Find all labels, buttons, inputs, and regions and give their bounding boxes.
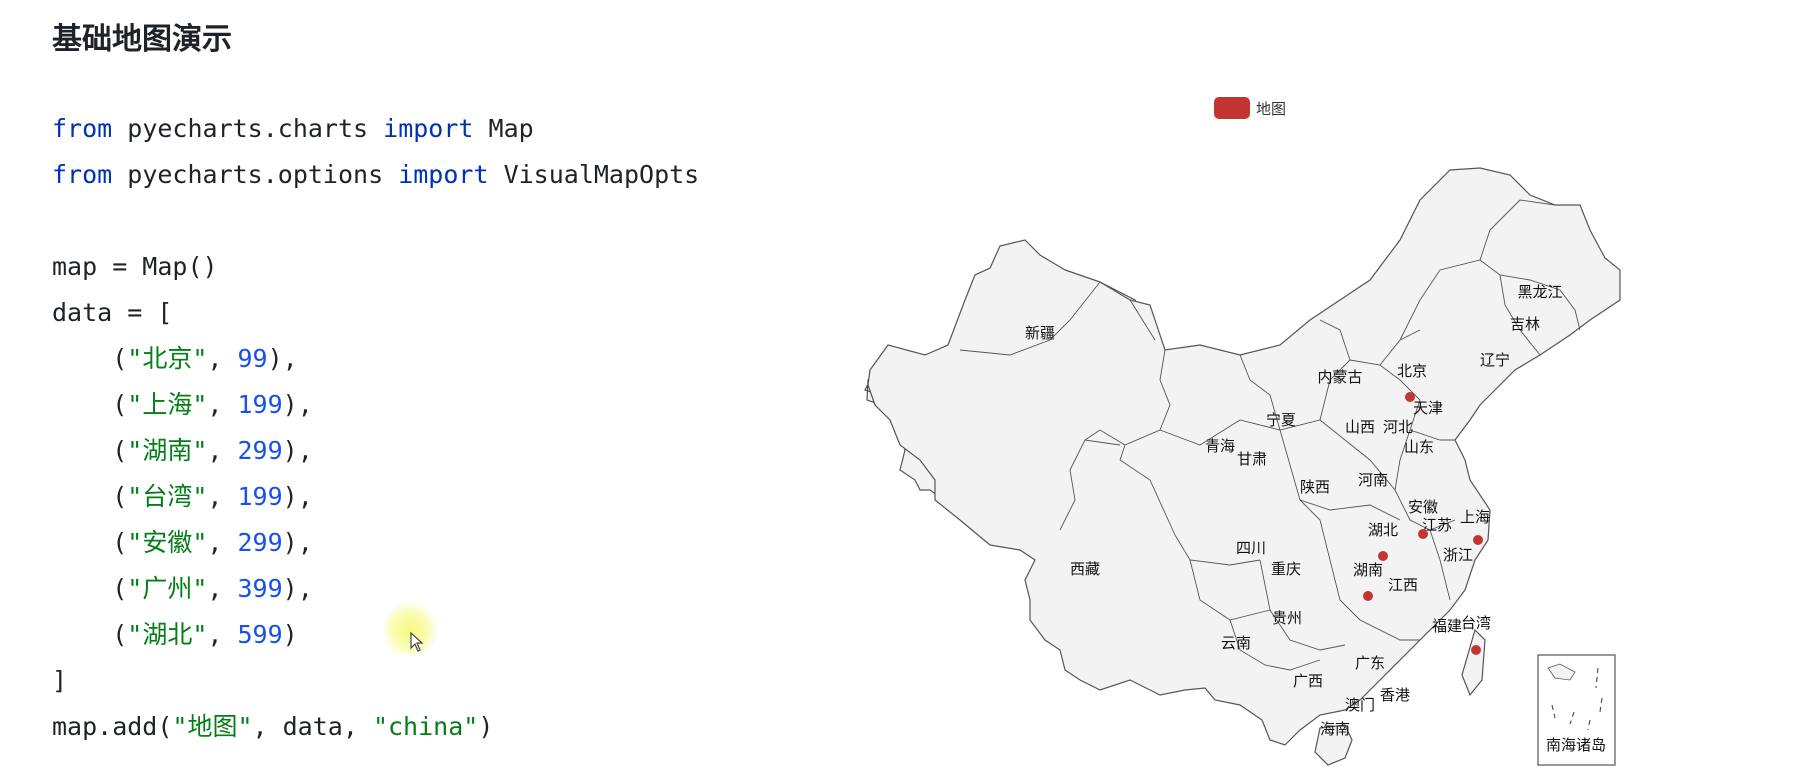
data-point[interactable]: [1405, 392, 1415, 402]
province-label: 天津: [1413, 399, 1443, 417]
province-label: 安徽: [1408, 498, 1438, 516]
province-label: 南海诸岛: [1546, 736, 1606, 754]
region-taiwan: [1461, 628, 1486, 697]
province-label: 湖南: [1353, 561, 1383, 579]
chart-legend[interactable]: 地图: [1214, 97, 1286, 119]
province-label: 台湾: [1461, 614, 1491, 632]
code-line-data-item: ("广州", 399),: [52, 574, 313, 603]
data-point[interactable]: [1473, 535, 1483, 545]
code-line-data-item: ("北京", 99),: [52, 344, 298, 373]
province-label: 香港: [1380, 686, 1410, 704]
code-line-data-item: ("湖南", 299),: [52, 436, 313, 465]
region-hainan: [1314, 724, 1353, 766]
province-label: 山西: [1345, 418, 1375, 436]
code-line-map-init: map = Map(): [52, 252, 218, 281]
code-line-data-open: data = [: [52, 298, 173, 327]
code-line-import-opts: from pyecharts.options import VisualMapO…: [52, 160, 700, 189]
region-main: [867, 167, 1621, 746]
province-label: 青海: [1205, 437, 1235, 455]
province-label: 山东: [1404, 438, 1434, 456]
code-line-data-item: ("上海", 199),: [52, 390, 313, 419]
province-label: 北京: [1397, 362, 1427, 380]
legend-label: 地图: [1256, 99, 1287, 118]
page-title: 基础地图演示: [52, 22, 232, 57]
mouse-pointer-icon: [410, 632, 424, 652]
data-point[interactable]: [1418, 529, 1428, 539]
legend-swatch: [1214, 97, 1250, 119]
province-label: 宁夏: [1266, 411, 1296, 429]
province-label: 湖北: [1368, 521, 1398, 539]
province-label: 澳门: [1345, 696, 1375, 714]
code-line-data-item: ("湖北", 599): [52, 620, 298, 649]
province-label: 贵州: [1272, 609, 1302, 627]
code-block[interactable]: from pyecharts.charts import Map from py…: [52, 106, 699, 750]
province-label: 江西: [1388, 576, 1418, 594]
province-label: 浙江: [1443, 546, 1473, 564]
province-label: 四川: [1236, 539, 1266, 557]
data-point[interactable]: [1363, 591, 1373, 601]
province-label: 广西: [1293, 672, 1323, 690]
province-label: 云南: [1221, 634, 1251, 652]
mouse-cursor-highlight: [382, 602, 438, 658]
province-label: 陕西: [1300, 478, 1330, 496]
province-label: 广东: [1355, 654, 1385, 672]
code-line-data-item: ("台湾", 199),: [52, 482, 313, 511]
province-label: 西藏: [1070, 560, 1100, 578]
province-label: 河南: [1358, 471, 1388, 489]
code-line-data-close: ]: [52, 666, 68, 695]
province-label: 重庆: [1271, 560, 1301, 578]
code-line-import-map: from pyecharts.charts import Map: [52, 114, 534, 143]
province-label: 江苏: [1422, 516, 1452, 534]
province-label: 辽宁: [1480, 351, 1510, 369]
province-borders: [959, 199, 1581, 671]
data-points: [1363, 392, 1483, 655]
code-line-data-item: ("安徽", 299),: [52, 528, 313, 557]
code-line-map-add: map.add("地图", data, "china"): [52, 712, 494, 741]
province-label: 上海: [1460, 508, 1490, 526]
province-label: 河北: [1383, 418, 1413, 436]
nanhai-inset: [1537, 654, 1616, 766]
province-label: 福建: [1432, 617, 1462, 635]
map-regions: [864, 167, 1621, 766]
province-label: 内蒙古: [1317, 368, 1362, 386]
province-label: 甘肃: [1237, 450, 1267, 468]
province-label: 海南: [1320, 720, 1350, 738]
data-point[interactable]: [1471, 645, 1481, 655]
data-point[interactable]: [1378, 551, 1388, 561]
province-label: 黑龙江: [1517, 283, 1562, 301]
province-label: 新疆: [1025, 324, 1055, 342]
province-label: 吉林: [1510, 315, 1540, 333]
